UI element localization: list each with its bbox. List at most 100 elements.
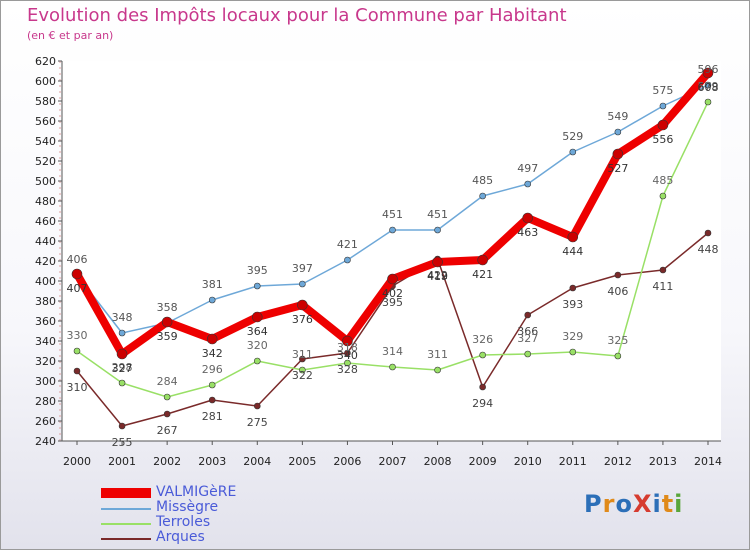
data-label-valmigere: 359	[157, 330, 178, 343]
x-tick-label: 2008	[424, 455, 452, 468]
data-label-missegre: 406	[67, 253, 88, 266]
x-tick-label: 2002	[153, 455, 181, 468]
data-label-valmigere: 556	[652, 133, 673, 146]
data-point-valmigere	[657, 119, 669, 131]
plot-area	[62, 61, 721, 441]
data-point-terroles	[479, 351, 486, 359]
data-label-valmigere: 327	[112, 362, 133, 375]
chart-subtitle: (en € et par an)	[27, 29, 114, 42]
x-tick-label: 2005	[288, 455, 316, 468]
data-point-terroles	[659, 192, 667, 200]
data-point-valmigere	[702, 67, 714, 79]
data-point-arques	[479, 383, 486, 391]
x-tick-label: 2006	[333, 455, 361, 468]
y-tick-label: 580	[35, 95, 56, 108]
y-tick-label: 240	[35, 435, 56, 448]
data-label-terroles: 325	[607, 334, 628, 347]
data-label-valmigere: 364	[247, 325, 268, 338]
data-label-valmigere: 444	[562, 245, 583, 258]
data-point-arques	[614, 271, 622, 279]
data-label-terroles: 296	[202, 363, 223, 376]
data-point-arques	[208, 396, 216, 404]
data-label-terroles: 327	[517, 332, 538, 345]
data-point-missegre	[704, 81, 712, 89]
y-tick-label: 280	[35, 395, 56, 408]
data-point-terroles	[434, 366, 441, 374]
data-label-missegre: 348	[112, 311, 133, 324]
data-label-valmigere: 608	[698, 81, 719, 94]
y-tick-label: 600	[35, 75, 56, 88]
legend-label-valmigere: VALMIGèRE	[156, 484, 237, 500]
legend-label-terroles: Terroles	[156, 514, 211, 530]
data-label-arques: 255	[112, 436, 133, 449]
data-label-arques: 406	[607, 285, 628, 298]
data-label-terroles: 330	[67, 329, 88, 342]
data-point-arques	[253, 402, 261, 410]
data-label-valmigere: 340	[337, 349, 358, 362]
data-point-terroles	[253, 357, 261, 365]
data-point-terroles	[569, 348, 577, 356]
data-point-arques	[524, 311, 532, 319]
x-tick-label: 2003	[198, 455, 226, 468]
data-label-valmigere: 376	[292, 313, 313, 326]
data-label-terroles: 314	[382, 345, 403, 358]
y-tick-label: 300	[35, 375, 56, 388]
data-label-arques: 393	[562, 298, 583, 311]
data-point-missegre	[659, 102, 667, 110]
legend-swatch-terroles	[101, 523, 151, 525]
data-point-valmigere	[71, 268, 83, 280]
data-label-arques: 310	[67, 381, 88, 394]
y-tick-label: 320	[35, 355, 56, 368]
data-point-arques	[659, 266, 667, 274]
y-tick-label: 440	[35, 235, 56, 248]
data-label-arques: 366	[517, 325, 538, 338]
x-tick-label: 2009	[469, 455, 497, 468]
data-label-missegre: 358	[157, 301, 178, 314]
y-tick-label: 560	[35, 115, 56, 128]
data-point-valmigere	[342, 335, 353, 347]
x-tick-label: 2012	[604, 455, 632, 468]
data-point-missegre	[253, 282, 261, 290]
data-point-arques	[344, 349, 351, 357]
legend-swatch-arques	[101, 538, 151, 540]
y-tick-label: 380	[35, 295, 56, 308]
data-point-missegre	[434, 226, 441, 234]
y-tick-label: 520	[35, 155, 56, 168]
data-point-arques	[163, 410, 171, 418]
data-label-terroles: 485	[652, 174, 673, 187]
x-tick-label: 2004	[243, 455, 271, 468]
data-label-missegre: 485	[472, 174, 493, 187]
data-point-missegre	[389, 226, 396, 234]
legend-swatch-missegre	[101, 508, 151, 510]
data-point-missegre	[569, 148, 577, 156]
data-point-terroles	[614, 352, 622, 360]
data-label-terroles: 318	[337, 341, 358, 354]
data-label-missegre: 451	[427, 208, 448, 221]
data-label-terroles: 311	[292, 348, 313, 361]
data-label-missegre: 549	[607, 110, 628, 123]
data-label-valmigere: 402	[382, 287, 403, 300]
data-point-arques	[704, 229, 712, 237]
data-point-terroles	[208, 381, 216, 389]
data-label-missegre: 451	[382, 208, 403, 221]
data-point-valmigere	[297, 299, 308, 311]
data-point-terroles	[73, 347, 81, 355]
data-label-arques: 281	[202, 410, 223, 423]
data-point-arques	[569, 284, 577, 292]
data-point-valmigere	[432, 256, 443, 268]
data-point-missegre	[208, 296, 216, 304]
data-point-valmigere	[206, 333, 218, 345]
data-point-missegre	[344, 256, 351, 264]
y-tick-label: 420	[35, 255, 56, 268]
data-point-arques	[118, 422, 126, 430]
data-point-arques	[73, 367, 81, 375]
data-label-terroles: 311	[427, 348, 448, 361]
data-label-missegre: 421	[337, 238, 358, 251]
legend-label-missegre: Missègre	[156, 499, 219, 515]
x-tick-label: 2001	[108, 455, 136, 468]
data-label-terroles: 320	[247, 339, 268, 352]
data-label-valmigere: 407	[67, 282, 88, 295]
data-point-missegre	[479, 192, 486, 200]
data-label-arques: 448	[698, 243, 719, 256]
